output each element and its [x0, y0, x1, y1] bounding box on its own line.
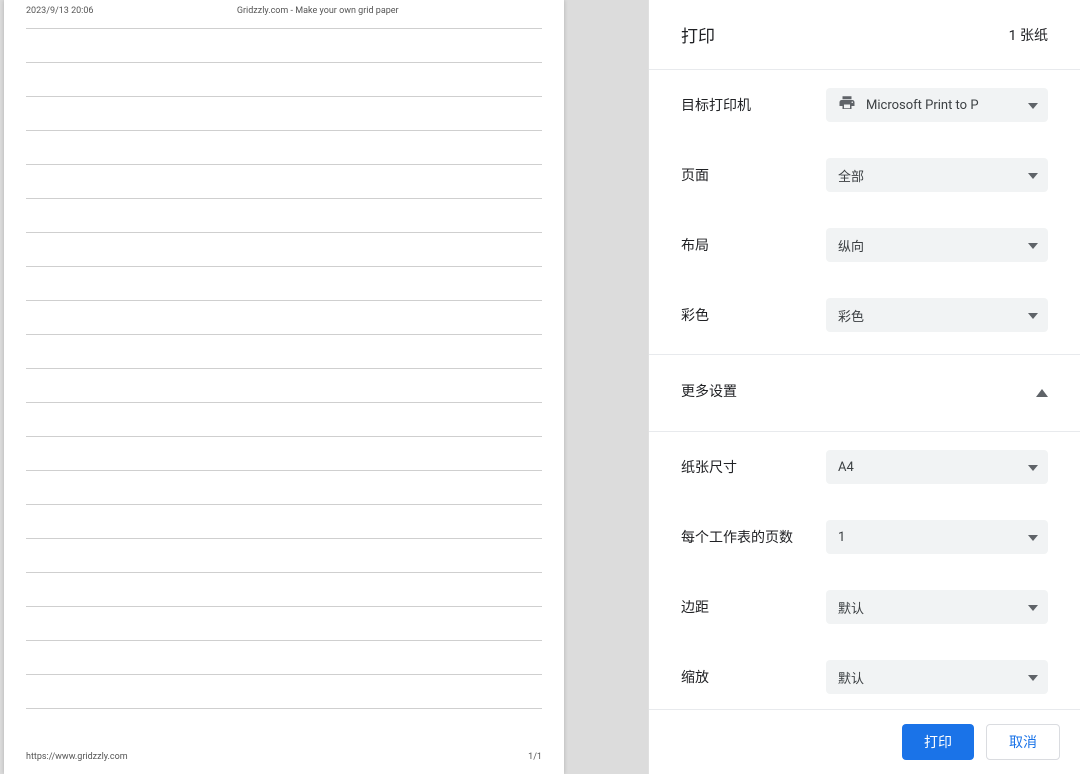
margins-value: 默认 [838, 598, 864, 617]
preview-grid-line [26, 334, 542, 368]
settings-scroll-area[interactable]: 目标打印机 Microsoft Print to P [649, 69, 1080, 709]
preview-grid-line [26, 538, 542, 572]
pages-per-sheet-value: 1 [838, 530, 845, 545]
chevron-down-icon [1028, 238, 1038, 253]
preview-grid-line [26, 606, 542, 640]
destination-value: Microsoft Print to P [866, 98, 979, 113]
preview-grid-line [26, 232, 542, 266]
pages-dropdown[interactable]: 全部 [826, 158, 1048, 192]
chevron-down-icon [1028, 600, 1038, 615]
preview-grid-line [26, 266, 542, 300]
preview-grid-line [26, 96, 542, 130]
color-dropdown[interactable]: 彩色 [826, 298, 1048, 332]
color-value: 彩色 [838, 306, 864, 325]
cancel-button[interactable]: 取消 [986, 724, 1060, 760]
preview-grid-line [26, 130, 542, 164]
setting-row-margins: 边距 默认 [649, 572, 1080, 642]
setting-row-pages: 页面 全部 [649, 140, 1080, 210]
preview-grid-line [26, 28, 542, 62]
chevron-down-icon [1028, 168, 1038, 183]
destination-dropdown[interactable]: Microsoft Print to P [826, 88, 1048, 122]
margins-dropdown[interactable]: 默认 [826, 590, 1048, 624]
settings-header: 打印 1 张纸 [649, 0, 1080, 69]
preview-grid-line [26, 300, 542, 334]
label-pages-per-sheet: 每个工作表的页数 [681, 527, 826, 547]
setting-row-color: 彩色 彩色 [649, 280, 1080, 350]
pages-per-sheet-dropdown[interactable]: 1 [826, 520, 1048, 554]
preview-footer-right: 1/1 [528, 752, 542, 766]
label-scale: 缩放 [681, 667, 826, 687]
scale-dropdown[interactable]: 默认 [826, 660, 1048, 694]
label-pages: 页面 [681, 165, 826, 185]
chevron-down-icon [1028, 460, 1038, 475]
preview-grid-line [26, 572, 542, 606]
preview-grid-line [26, 62, 542, 96]
label-color: 彩色 [681, 305, 826, 325]
label-layout: 布局 [681, 235, 826, 255]
preview-grid-line [26, 640, 542, 674]
printer-icon [838, 94, 856, 116]
preview-header-left: 2023/9/13 20:06 [26, 6, 93, 22]
setting-row-scale: 缩放 默认 [649, 642, 1080, 709]
layout-dropdown[interactable]: 纵向 [826, 228, 1048, 262]
preview-grid-line [26, 198, 542, 232]
preview-grid-line [26, 368, 542, 402]
preview-grid-line [26, 470, 542, 504]
preview-grid-line [26, 164, 542, 198]
paper-size-dropdown[interactable]: A4 [826, 450, 1048, 484]
preview-grid-line [26, 436, 542, 470]
setting-row-destination: 目标打印机 Microsoft Print to P [649, 70, 1080, 140]
more-settings-label: 更多设置 [681, 381, 737, 401]
setting-row-paper-size: 纸张尺寸 A4 [649, 432, 1080, 502]
preview-grid-line [26, 674, 542, 708]
print-button[interactable]: 打印 [902, 724, 974, 760]
chevron-down-icon [1028, 308, 1038, 323]
chevron-down-icon [1028, 530, 1038, 545]
label-margins: 边距 [681, 597, 826, 617]
scale-value: 默认 [838, 668, 864, 687]
preview-page: 2023/9/13 20:06 Gridzzly.com - Make your… [4, 0, 564, 774]
preview-grid-line [26, 708, 542, 742]
label-paper-size: 纸张尺寸 [681, 457, 826, 477]
sheet-count: 1 张纸 [1009, 25, 1048, 45]
print-settings-pane: 打印 1 张纸 目标打印机 Microsoft Print to P [648, 0, 1080, 774]
setting-row-pages-per-sheet: 每个工作表的页数 1 [649, 502, 1080, 572]
dialog-title: 打印 [681, 22, 715, 47]
preview-grid-line [26, 504, 542, 538]
print-preview-pane: 2023/9/13 20:06 Gridzzly.com - Make your… [0, 0, 648, 774]
chevron-up-icon [1036, 382, 1048, 401]
chevron-down-icon [1028, 670, 1038, 685]
preview-page-header: 2023/9/13 20:06 Gridzzly.com - Make your… [4, 0, 564, 22]
chevron-down-icon [1028, 98, 1038, 113]
print-dialog-root: 2023/9/13 20:06 Gridzzly.com - Make your… [0, 0, 1080, 774]
preview-header-center: Gridzzly.com - Make your own grid paper [237, 6, 399, 22]
more-settings-toggle[interactable]: 更多设置 [649, 355, 1080, 427]
paper-size-value: A4 [838, 460, 854, 475]
label-destination: 目标打印机 [681, 95, 826, 115]
preview-page-footer: https://www.gridzzly.com 1/1 [4, 752, 564, 774]
preview-page-body [4, 22, 564, 752]
settings-footer: 打印 取消 [649, 709, 1080, 774]
preview-grid-line [26, 402, 542, 436]
setting-row-layout: 布局 纵向 [649, 210, 1080, 280]
preview-footer-left: https://www.gridzzly.com [26, 752, 128, 766]
pages-value: 全部 [838, 166, 864, 185]
layout-value: 纵向 [838, 236, 864, 255]
